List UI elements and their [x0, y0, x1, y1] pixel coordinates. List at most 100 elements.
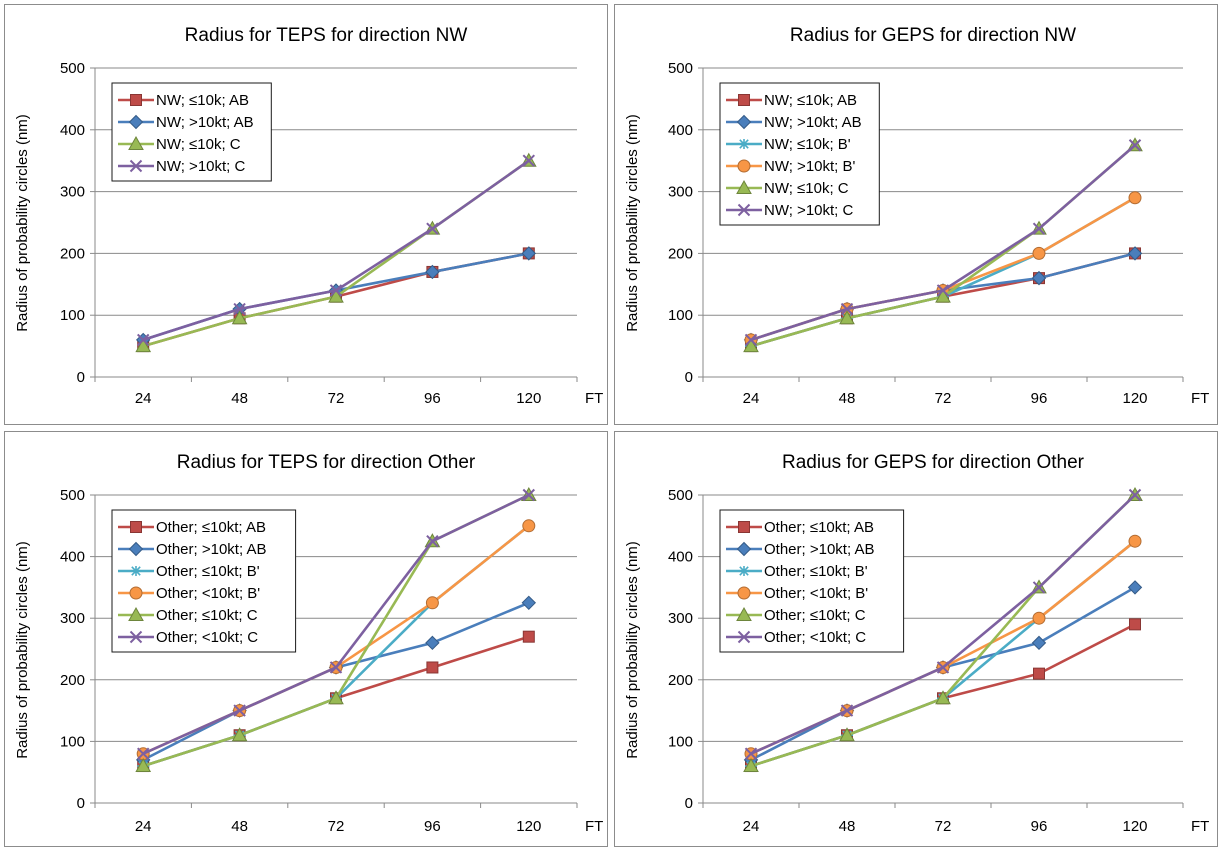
legend-label: NW; ≤10k; AB [156, 92, 249, 109]
legend-item: Other; <10kt; C [726, 629, 866, 646]
y-tick-label: 300 [668, 184, 693, 201]
legend-item: Other; >10kt; AB [118, 541, 266, 558]
data-point [136, 747, 150, 760]
legend-label: NW; ≤10k; C [156, 136, 241, 153]
chart-title: Radius for TEPS for direction NW [185, 25, 468, 46]
legend-marker [738, 94, 750, 106]
legend-item: NW; ≤10k; C [726, 179, 849, 197]
legend-item: NW; ≤10k; AB [726, 92, 857, 109]
data-point [1032, 222, 1046, 235]
x-tick-label: 48 [839, 818, 856, 835]
legend-item: NW; >10kt; B' [726, 158, 856, 175]
y-tick-label: 0 [77, 369, 85, 386]
legend-item: NW; >10kt; C [726, 202, 854, 219]
legend-marker [737, 159, 751, 173]
legend-label: Other; <10kt; B' [156, 585, 260, 602]
x-tick-label: 96 [424, 390, 441, 407]
legend-label: Other; ≤10kt; C [156, 607, 258, 624]
data-point [1128, 534, 1142, 548]
y-tick-label: 100 [60, 733, 85, 750]
data-point [1129, 618, 1141, 631]
y-tick-label: 100 [60, 307, 85, 324]
data-point [522, 630, 535, 643]
y-tick-label: 100 [668, 733, 693, 750]
data-point [522, 488, 536, 502]
legend-label: Other; >10kt; AB [764, 541, 874, 558]
data-point [136, 333, 150, 347]
x-tick-label: 120 [516, 390, 541, 407]
x-tick-label: 24 [743, 390, 760, 407]
legend-marker [128, 135, 144, 150]
data-point [1031, 270, 1047, 286]
y-tick-label: 0 [685, 795, 693, 812]
y-tick-label: 200 [60, 245, 85, 262]
data-point [936, 284, 950, 297]
legend-label: Other; ≤10kt; B' [764, 563, 868, 580]
legend-box [719, 82, 880, 226]
data-point [328, 690, 344, 705]
legend-item: Other; ≤10kt; B' [118, 563, 260, 580]
legend-item: Other; ≤10kt; C [118, 606, 258, 624]
data-point [329, 661, 343, 674]
x-tick-label: 72 [328, 818, 345, 835]
data-point [135, 338, 152, 353]
x-tick-label: 120 [1122, 818, 1147, 835]
legend-marker [128, 114, 144, 130]
legend-item: Other; <10kt; C [118, 629, 258, 646]
legend-marker [130, 94, 142, 106]
series-group [136, 488, 536, 760]
legend-marker [736, 179, 752, 194]
data-point [840, 704, 854, 717]
chart-panel-teps-other: Radius for TEPS for direction Other Radiu… [4, 431, 608, 847]
x-tick-label: 72 [935, 390, 952, 407]
x-tick-label: 72 [935, 818, 952, 835]
y-tick-label: 200 [668, 672, 693, 689]
chart-svg: Radius for GEPS for direction Other Radiu… [624, 452, 1209, 835]
legend-item: NW; >10kt; AB [726, 114, 862, 131]
legend-label: NW; >10kt; AB [764, 114, 862, 131]
y-tick-label: 300 [668, 610, 693, 627]
legend-marker [738, 566, 750, 576]
y-axis-label: Radius of probability circles (nm) [624, 541, 641, 759]
data-point [233, 302, 246, 316]
x-tick-label: 24 [135, 818, 152, 835]
y-tick-label: 100 [668, 307, 693, 324]
legend-item: Other; ≤10kt; AB [726, 519, 874, 536]
y-tick-label: 200 [60, 672, 85, 689]
y-tick-label: 400 [668, 122, 693, 139]
chart-panel-geps-nw: Radius for GEPS for direction NW Radius o… [614, 4, 1218, 425]
data-point [328, 288, 344, 303]
data-point [233, 704, 246, 717]
legend-marker [129, 586, 143, 600]
legend-item: NW; >10kt; AB [118, 114, 254, 131]
legend-item: NW; ≤10k; C [118, 135, 241, 153]
legend-label: NW; ≤10k; AB [764, 92, 857, 109]
y-tick-label: 300 [60, 610, 85, 627]
legend-marker [130, 566, 142, 576]
data-point [522, 154, 536, 167]
legend-item: Other; ≤10kt; C [726, 606, 866, 624]
data-point [839, 727, 855, 742]
legend: NW; ≤10k; AB NW; >10kt; AB NW; ≤10k; B' NW;… [719, 82, 880, 226]
data-point [840, 302, 854, 316]
y-tick-label: 0 [77, 795, 85, 812]
legend-marker [129, 159, 143, 173]
legend-label: Other; ≤10kt; C [764, 607, 866, 624]
chart-svg: Radius for GEPS for direction NW Radius o… [624, 25, 1209, 407]
data-point [1032, 611, 1046, 625]
y-axis-label: Radius of probability circles (nm) [14, 114, 31, 332]
x-tick-label: 96 [1031, 818, 1048, 835]
x-axis-label: FT [585, 390, 603, 407]
legend-label: Other; ≤10kt; AB [764, 519, 874, 536]
legend-label: NW; >10kt; AB [156, 114, 254, 131]
legend-marker [736, 541, 752, 557]
data-point [936, 661, 950, 674]
data-point [329, 284, 343, 297]
data-point [1127, 580, 1143, 595]
legend-label: Other; <10kt; C [156, 629, 258, 646]
x-tick-label: 96 [1031, 390, 1048, 407]
legend-item: NW; ≤10k; AB [118, 92, 249, 109]
legend-box [719, 509, 905, 653]
data-point [744, 333, 758, 347]
data-point [521, 595, 537, 611]
